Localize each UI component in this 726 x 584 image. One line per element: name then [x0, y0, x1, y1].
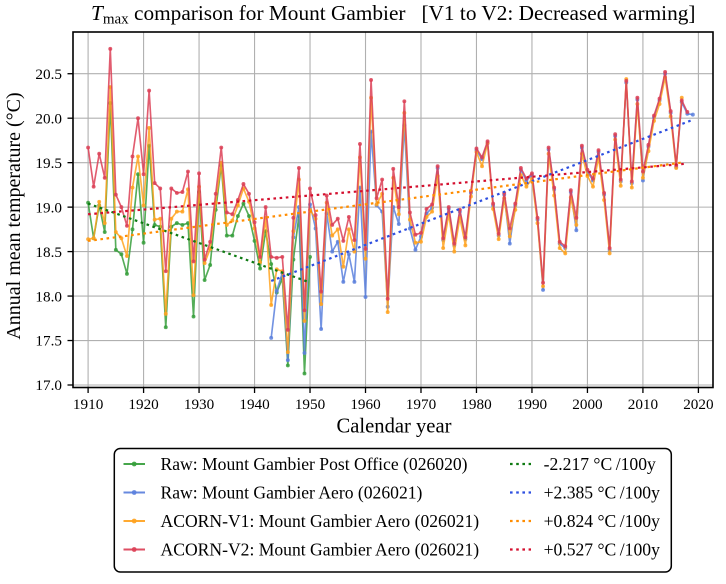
svg-text:17.0: 17.0	[35, 377, 62, 394]
svg-text:2020: 2020	[683, 396, 714, 413]
svg-text:1950: 1950	[295, 396, 326, 413]
svg-text:18.0: 18.0	[35, 288, 62, 305]
svg-text:1910: 1910	[73, 396, 104, 413]
svg-text:1970: 1970	[406, 396, 437, 413]
svg-text:-2.217 °C /100y: -2.217 °C /100y	[544, 454, 656, 474]
svg-text:Raw: Mount Gambier Aero (02602: Raw: Mount Gambier Aero (026021)	[161, 482, 423, 502]
svg-text:+0.824 °C /100y: +0.824 °C /100y	[544, 511, 660, 531]
svg-text:Calendar year: Calendar year	[337, 416, 452, 438]
svg-text:Annual mean temperature (°C): Annual mean temperature (°C)	[3, 92, 25, 339]
svg-text:ACORN-V2: Mount Gambier Aero (: ACORN-V2: Mount Gambier Aero (026021)	[161, 539, 480, 559]
svg-text:+2.385 °C /100y: +2.385 °C /100y	[544, 482, 660, 502]
svg-text:20.0: 20.0	[35, 110, 62, 127]
svg-text:1940: 1940	[239, 396, 270, 413]
svg-text:ACORN-V1: Mount Gambier Aero (: ACORN-V1: Mount Gambier Aero (026021)	[161, 511, 480, 531]
svg-text:1980: 1980	[461, 396, 492, 413]
svg-text:1990: 1990	[517, 396, 548, 413]
svg-text:20.5: 20.5	[35, 66, 62, 83]
svg-text:1960: 1960	[350, 396, 381, 413]
svg-text:17.5: 17.5	[35, 333, 62, 350]
svg-text:1930: 1930	[184, 396, 215, 413]
svg-text:19.0: 19.0	[35, 199, 62, 216]
svg-text:1920: 1920	[128, 396, 159, 413]
svg-text:19.5: 19.5	[35, 155, 62, 172]
svg-text:2010: 2010	[628, 396, 659, 413]
svg-text:Raw: Mount Gambier Post Office: Raw: Mount Gambier Post Office (026020)	[161, 454, 468, 474]
svg-text:Tmax comparison for Mount Gamb: Tmax comparison for Mount Gambier [V1 to…	[91, 1, 695, 28]
svg-text:2000: 2000	[572, 396, 603, 413]
svg-text:+0.527 °C /100y: +0.527 °C /100y	[544, 539, 660, 559]
svg-text:18.5: 18.5	[35, 244, 62, 261]
